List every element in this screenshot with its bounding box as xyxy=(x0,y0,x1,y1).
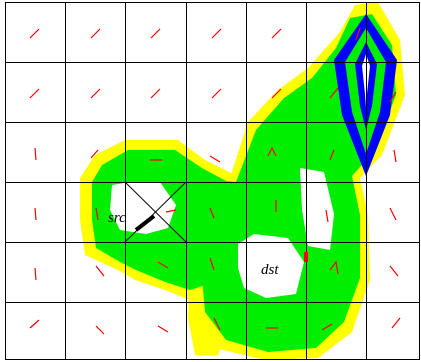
arrow-icon xyxy=(325,209,329,223)
arrow-icon xyxy=(211,28,222,39)
arrow-icon xyxy=(271,88,282,99)
src-diagonal xyxy=(124,181,187,243)
arrow-icon xyxy=(34,147,37,161)
hole-src-inner xyxy=(110,182,176,234)
dst-label: dst xyxy=(261,262,279,278)
arrow-icon xyxy=(391,317,401,329)
arrow-icon xyxy=(329,260,339,275)
arrow-icon xyxy=(90,149,99,159)
vector-field xyxy=(29,27,401,335)
arrow-icon xyxy=(393,149,397,163)
arrow-icon xyxy=(267,146,277,157)
arrow-icon xyxy=(90,28,101,39)
arrow-icon xyxy=(95,265,105,277)
arrow-icon xyxy=(157,261,169,269)
arrow-icon xyxy=(389,265,399,277)
arrow-icon xyxy=(157,325,169,333)
arrow-icon xyxy=(95,325,105,335)
src-cell-cross xyxy=(124,181,187,243)
arrow-icon xyxy=(209,155,221,163)
arrow-icon xyxy=(95,207,99,221)
arrow-icon xyxy=(165,209,177,213)
dst-marker xyxy=(304,252,308,262)
arrow-icon xyxy=(34,207,37,221)
arrow-icon xyxy=(271,28,282,39)
arrow-icon xyxy=(209,257,215,271)
arrow-icon xyxy=(29,319,40,329)
arrow-icon xyxy=(321,323,333,331)
arrow-icon xyxy=(355,27,361,41)
free-space-inner-layer xyxy=(110,168,334,298)
src-cut-segment xyxy=(134,214,156,232)
arrow-icon xyxy=(29,28,40,39)
grid xyxy=(5,2,420,360)
arrow-icon xyxy=(150,88,161,99)
src-label: src xyxy=(108,210,126,226)
hole-dst-inner xyxy=(238,234,304,298)
arrow-icon xyxy=(389,91,397,103)
arrow-icon xyxy=(29,88,40,99)
arrow-icon xyxy=(211,88,222,99)
arrow-icon xyxy=(90,88,101,99)
arrow-icon xyxy=(213,317,221,331)
arrow-icon xyxy=(389,207,397,221)
arrow-icon xyxy=(329,149,335,161)
gap-east-channel xyxy=(300,168,334,250)
grid-border xyxy=(5,2,420,360)
arrow-icon xyxy=(150,28,161,39)
arrow-icon xyxy=(329,87,339,99)
arrow-icon xyxy=(34,267,37,281)
arrow-icon xyxy=(209,207,215,219)
